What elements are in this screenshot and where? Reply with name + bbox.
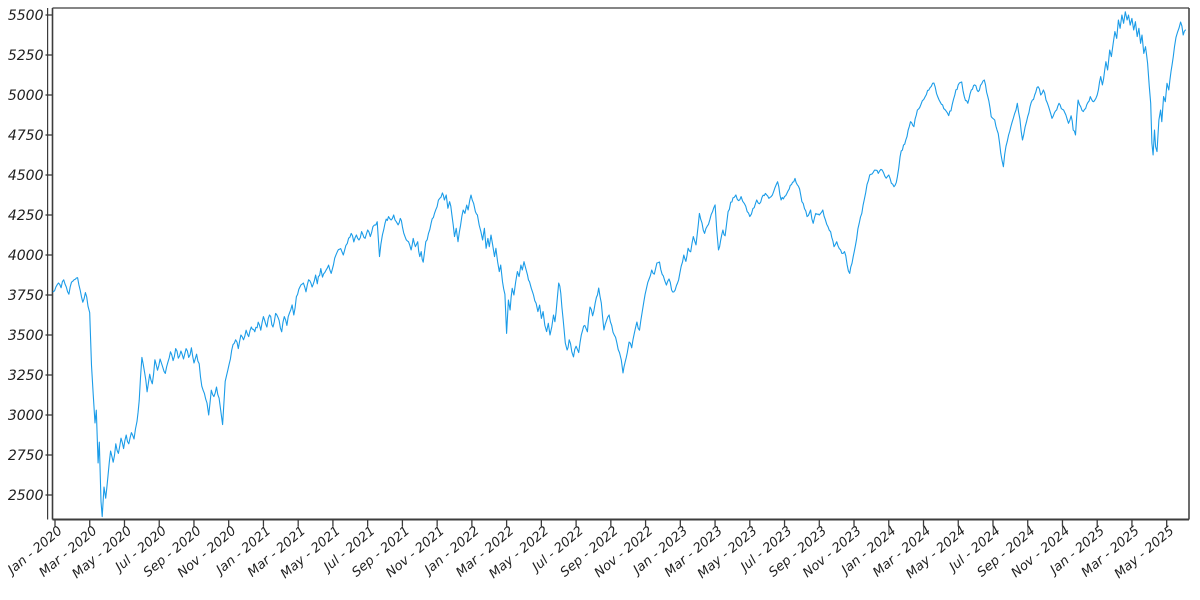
y-tick-label: 3000 — [8, 408, 44, 424]
y-tick-label: 2500 — [8, 488, 44, 504]
y-tick-label: 3500 — [8, 328, 44, 344]
y-tick-label: 3750 — [8, 288, 44, 304]
y-tick-label: 4750 — [8, 128, 44, 144]
y-tick-label: 3250 — [8, 368, 44, 384]
price-line — [52, 11, 1186, 518]
y-tick-label: 5500 — [8, 8, 44, 24]
y-tick-label: 4500 — [8, 168, 44, 184]
y-tick-label: 5250 — [8, 48, 44, 64]
y-tick-label: 5000 — [8, 88, 44, 104]
y-tick-label: 2750 — [8, 448, 44, 464]
y-tick-label: 4000 — [8, 248, 44, 264]
y-tick-label: 4250 — [8, 208, 44, 224]
